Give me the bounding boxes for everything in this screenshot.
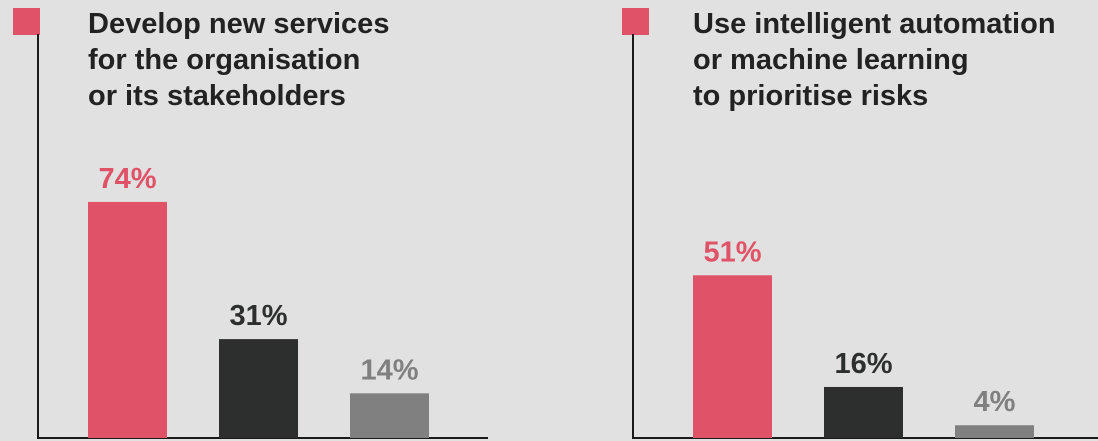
- data-label: 31%: [229, 300, 287, 332]
- bar: [824, 386, 903, 438]
- data-label: 16%: [834, 348, 892, 380]
- chart-title: Use intelligent automation or machine le…: [693, 8, 1056, 112]
- data-label: 14%: [360, 354, 418, 386]
- bar-chart: 14% 31% 74%: [37, 34, 488, 439]
- bar: [88, 201, 167, 438]
- chart-title: Develop new services for the organisatio…: [88, 8, 390, 112]
- bar: [219, 339, 298, 438]
- chart-panel-left: Develop new services for the organisatio…: [0, 0, 540, 441]
- data-label: 74%: [98, 163, 156, 195]
- legend-marker-square: [622, 8, 649, 35]
- bar: [955, 425, 1034, 438]
- bar: [693, 275, 772, 438]
- data-label: 51%: [703, 236, 761, 268]
- data-label: 4%: [974, 386, 1016, 418]
- bar-chart: 4% 16% 51%: [632, 34, 1098, 439]
- legend-marker-square: [13, 8, 40, 35]
- chart-panel-right: Use intelligent automation or machine le…: [605, 0, 1098, 441]
- bar: [350, 393, 429, 438]
